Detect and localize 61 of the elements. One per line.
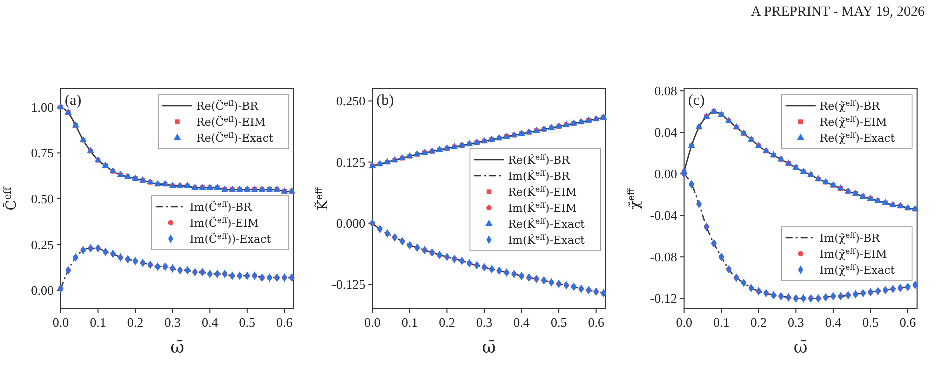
legend-label: Re(C̃$^{eff}$)-Exact [196,130,274,145]
legend-label: Im(K̃$^{eff}$)-EIM [508,200,578,215]
text: A PREPRINT - MAY 19, 2026 [751,5,925,20]
y-tick-label: 0.00 [654,166,678,182]
legend-label: Im(χ̃$^{eff}$)-EIM [820,246,888,261]
y-tick-label: 0.75 [31,146,54,161]
legend-label: Re(χ̃$^{eff}$)-Exact [820,130,896,145]
y-tick-label: 0.000 [336,216,366,231]
legend-label: Im(C̃$^{eff}$))-Exact [190,232,272,246]
x-tick-label: 0.6 [276,315,294,330]
x-tick-label: 0.6 [900,315,917,330]
x-tick-label: 0.2 [127,315,144,330]
x-tick-label: 0.0 [364,315,381,330]
legend-label: Im(K̃$^{eff}$)-BR [508,168,571,183]
y-tick-label: -0.12 [650,291,678,306]
x-tick-label: 0.5 [862,315,879,330]
y-tick-label: 0.250 [336,94,366,109]
legend-label: Re(χ̃$^{eff}$)-BR [820,98,881,113]
y-tick-label: 0.25 [31,237,54,252]
legend-label: Re(χ̃$^{eff}$)-EIM [820,114,888,129]
x-tick-label: 0.3 [164,315,181,330]
x-axis-title: ω̄ [482,338,496,358]
x-tick-label: 0.1 [713,315,730,330]
x-axis-title: ω̄ [794,338,808,358]
y-tick-label: 0.125 [336,154,366,170]
legend-label: Re(K̃$^{eff}$)-BR [508,152,571,167]
x-tick-label: 0.4 [825,315,842,330]
x-tick-label: 0.1 [402,315,418,330]
x-tick-label: 0.2 [439,315,456,330]
legend-label: Re(C̃$^{eff}$)-EIM [196,114,266,129]
x-tick-label: 0.4 [514,315,530,330]
legend-label: Re(K̃$^{eff}$)-Exact [508,216,586,231]
x-tick-label: 0.0 [52,315,70,330]
y-tick-label: 0.50 [31,192,54,206]
x-tick-label: 0.6 [588,315,605,330]
x-tick-label: 0.4 [202,315,219,330]
legend-label: Im(C̃$^{eff}$)-EIM [190,216,260,230]
annotation: (b) [376,93,394,109]
y-tick-label: -0.125 [332,277,366,292]
x-tick-label: 0.3 [788,315,804,330]
legend-label: Im(χ̃$^{eff}$)-Exact [820,262,896,277]
x-tick-label: 0.3 [476,315,493,330]
y-tick-label: 1.00 [31,100,54,115]
annotation: (c) [688,93,705,109]
x-tick-label: 0.5 [550,315,568,330]
legend-label: Im(χ̃$^{eff}$)-BR [820,230,881,245]
annotation: (a) [65,93,82,109]
x-tick-label: 0.2 [750,315,768,330]
x-tick-label: 0.1 [90,315,106,330]
x-tick-label: 0.5 [239,315,256,330]
legend-label: Re(K̃$^{eff}$)-EIM [508,184,578,199]
y-tick-label: 0.00 [31,283,54,298]
legend-label: Re(C̃$^{eff}$)-BR [196,98,260,113]
y-tick-label: 0.04 [654,125,678,140]
y-tick-label: 0.08 [654,84,678,99]
y-tick-label: -0.04 [650,208,678,224]
legend-label: Im(C̃$^{eff}$)-BR [190,200,253,214]
legend-label: Im(K̃$^{eff}$)-Exact [508,232,586,247]
x-tick-label: 0.0 [676,315,692,330]
x-axis-title: ω̄ [170,338,185,358]
y-tick-label: -0.08 [650,250,678,265]
